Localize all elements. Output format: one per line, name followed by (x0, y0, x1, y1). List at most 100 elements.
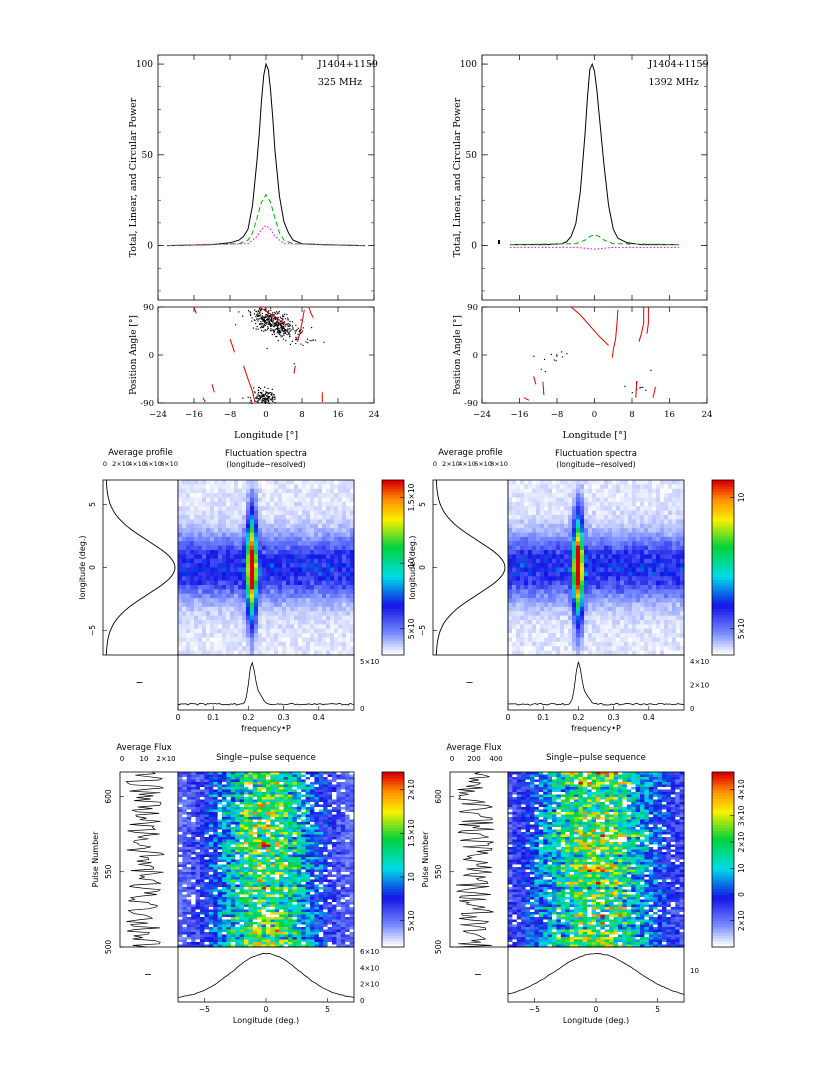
lrfs-cell (338, 550, 343, 555)
lrfs-cell (246, 554, 251, 560)
pa-point (270, 398, 272, 400)
lrfs-cell (580, 515, 585, 520)
lrfs-cell (644, 620, 649, 625)
lrfs-cell (330, 554, 335, 560)
lrfs-cell (278, 541, 283, 547)
lrfs-cell (266, 532, 271, 538)
lrfs-cell (286, 606, 291, 612)
colorbar-cell (712, 482, 734, 487)
lrfs-cell (532, 589, 537, 595)
lrfs-cell (596, 602, 601, 608)
lrfs-cell (326, 563, 331, 568)
lrfs-cell (668, 641, 673, 647)
lrfs-cell (310, 550, 315, 555)
pa-point (289, 324, 291, 327)
lrfs-cell (604, 519, 609, 525)
lrfs-cell (302, 593, 307, 599)
lrfs-cell (508, 633, 513, 638)
lrfs-cell (238, 602, 243, 608)
lrfs-cell (512, 580, 517, 586)
lrfs-cell (588, 563, 593, 568)
lrfs-cell (270, 510, 275, 516)
pa-point (260, 316, 262, 318)
lrfs-cell (206, 545, 211, 551)
lrfs-cell (568, 571, 573, 577)
lrfs-cell (350, 602, 355, 608)
pa-point (258, 386, 260, 388)
lrfs-cell (230, 528, 235, 533)
lrfs-cell (178, 558, 183, 564)
lrfs-cell (262, 585, 267, 590)
lrfs-cell (306, 545, 311, 551)
pulse-cell (186, 802, 192, 805)
lrfs-cell (262, 480, 267, 485)
pulse-cell (310, 782, 315, 785)
lrfs-cell (222, 506, 227, 512)
lrfs-cell (572, 510, 577, 516)
lrfs-cell (198, 554, 203, 560)
lrfs-cell (536, 554, 541, 560)
lrfs-cell (628, 646, 633, 652)
lrfs-cell (266, 558, 271, 564)
lrfs-cell (226, 637, 231, 643)
lrfs-cell (624, 484, 629, 490)
lrfs-cell (660, 628, 665, 634)
pulse-cell (230, 782, 236, 785)
pa-point (256, 400, 258, 403)
lrfs-cell (246, 606, 251, 612)
lrfs-cell (294, 641, 299, 647)
lrfs-cell (210, 528, 215, 533)
lrfs-cell (588, 506, 593, 512)
pa-point (307, 342, 309, 344)
lrfs-cell (242, 646, 247, 652)
pa-point (238, 311, 240, 313)
pulse-cell (195, 777, 201, 780)
lrfs-cell (346, 641, 351, 647)
pulse-cell (248, 802, 254, 805)
lrfs-cell (556, 606, 561, 612)
lrfs-cell (576, 641, 581, 647)
pulse-cell (191, 782, 196, 785)
lrfs-cell (234, 550, 239, 555)
lrfs-cell (334, 615, 339, 621)
lrfs-cell (612, 480, 617, 485)
pa-point (287, 317, 289, 319)
lrfs-cell (342, 550, 347, 555)
lrfs-cell (238, 554, 243, 560)
lrfs-cell (226, 501, 231, 507)
lrfs-cell (182, 589, 187, 595)
lrfs-cell (652, 567, 657, 573)
lrfs-cell (226, 536, 231, 542)
lrfs-cell (262, 633, 267, 638)
pulse-cell (217, 802, 223, 805)
lrfs-cell (322, 528, 327, 533)
lrfs-cell (636, 615, 641, 621)
pa-swing (308, 306, 314, 318)
lrfs-cell (182, 576, 187, 582)
lrfs-cell (540, 510, 545, 516)
lrfs-cell (338, 637, 343, 643)
lrfs-cell (178, 593, 183, 599)
series-total (510, 62, 679, 246)
pulse-cell (186, 787, 192, 790)
lrfs-cell (282, 563, 287, 568)
lrfs-cell (668, 480, 673, 485)
lrfs-cell (604, 589, 609, 595)
pa-point (277, 340, 279, 342)
lrfs-cell (660, 598, 665, 603)
lrfs-cell (258, 541, 263, 547)
lrfs-cell (350, 501, 355, 507)
lrfs-cell (680, 615, 685, 621)
lrfs-cell (512, 611, 517, 617)
pa-point (268, 315, 270, 318)
lrfs-cell (198, 602, 203, 608)
lrfs-cell (282, 567, 287, 573)
lrfs-cell (218, 484, 223, 490)
lrfs-cell (290, 558, 295, 564)
lrfs-cell (326, 633, 331, 638)
pulse-cell (274, 772, 280, 775)
lrfs-cell (564, 598, 569, 603)
lrfs-cell (516, 620, 521, 625)
lrfs-cell (584, 554, 589, 560)
pulse-cell (327, 779, 333, 783)
